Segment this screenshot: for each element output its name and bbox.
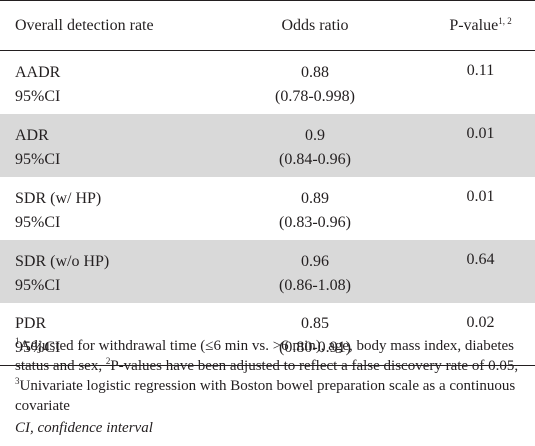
table-row-sdr-without-hp: SDR (w/o HP) 95%CI 0.96 (0.86-1.08) 0.64 [0, 240, 535, 303]
p-value-cell: 0.64 [416, 240, 535, 303]
footnote-marker-3: 3 [15, 376, 20, 386]
table-row-aadr: AADR 95%CI 0.88 (0.78-0.998) 0.11 [0, 51, 535, 114]
header-p-value-footnote-ref: 1, 2 [498, 15, 512, 26]
odds-ratio-value: 0.88 [301, 63, 329, 81]
p-value: 0.64 [466, 251, 495, 268]
row-label-cell: ADR 95%CI [0, 114, 214, 177]
row-ci-label: 95%CI [15, 276, 61, 294]
table-row-adr: ADR 95%CI 0.9 (0.84-0.96) 0.01 [0, 114, 535, 177]
confidence-interval: (0.86-1.08) [279, 276, 351, 294]
header-detection-rate: Overall detection rate [15, 16, 154, 34]
odds-ratio-cell: 0.85 (0.80-0.91) [214, 303, 416, 365]
odds-ratio-cell: 0.96 (0.86-1.08) [214, 240, 416, 303]
row-label-cell: SDR (w/o HP) 95%CI [0, 240, 214, 303]
table-header-row: Overall detection rate Odds ratio P-valu… [0, 0, 535, 51]
confidence-interval: (0.80-0.91) [279, 339, 351, 356]
row-label: PDR [15, 315, 47, 332]
confidence-interval: (0.78-0.998) [275, 87, 355, 105]
p-value: 0.11 [466, 62, 495, 79]
odds-ratio-value: 0.96 [301, 252, 329, 270]
row-label: AADR [15, 63, 61, 81]
odds-ratio-value: 0.9 [305, 126, 325, 144]
row-ci-label: 95%CI [15, 213, 61, 231]
row-label: ADR [15, 126, 49, 144]
row-label: SDR (w/ HP) [15, 189, 102, 207]
p-value-cell: 0.01 [416, 177, 535, 240]
results-table: Overall detection rate Odds ratio P-valu… [0, 0, 535, 366]
footnote-text-1: Adjusted for withdrawal time (≤6 min vs.… [15, 338, 515, 374]
odds-ratio-cell: 0.89 (0.83-0.96) [214, 177, 416, 240]
table-footnote: 1Adjusted for withdrawal time (≤6 min vs… [15, 336, 525, 416]
p-value: 0.02 [466, 314, 495, 331]
odds-ratio-value: 0.89 [301, 189, 329, 207]
abbreviation-note: CI, confidence interval [15, 420, 153, 436]
row-label-cell: PDR 95%CI [0, 303, 214, 365]
row-ci-label: 95%CI [15, 87, 61, 105]
odds-ratio-cell: 0.88 (0.78-0.998) [214, 51, 416, 114]
p-value: 0.01 [466, 188, 495, 205]
row-label-cell: AADR 95%CI [0, 51, 214, 114]
table-row-pdr: PDR 95%CI 0.85 (0.80-0.91) 0.02 [0, 303, 535, 366]
table-row-sdr-with-hp: SDR (w/ HP) 95%CI 0.89 (0.83-0.96) 0.01 [0, 177, 535, 240]
header-odds-ratio: Odds ratio [281, 16, 349, 34]
header-p-value: P-value1, 2 [449, 15, 512, 34]
p-value-cell: 0.01 [416, 114, 535, 177]
footnote-text-3: Univariate logistic regression with Bost… [15, 378, 516, 414]
row-label-cell: SDR (w/ HP) 95%CI [0, 177, 214, 240]
odds-ratio-value: 0.85 [301, 315, 329, 332]
p-value: 0.01 [466, 125, 495, 142]
row-ci-label: 95%CI [15, 150, 61, 168]
row-ci-label: 95%CI [15, 339, 61, 356]
confidence-interval: (0.83-0.96) [279, 213, 351, 231]
footnote-text-2: P-values have been adjusted to reflect a… [110, 358, 519, 374]
p-value-cell: 0.02 [416, 303, 535, 365]
footnote-marker-1: 1 [15, 336, 20, 346]
row-label: SDR (w/o HP) [15, 252, 110, 270]
odds-ratio-cell: 0.9 (0.84-0.96) [214, 114, 416, 177]
p-value-cell: 0.11 [416, 51, 535, 114]
footnote-marker-2: 2 [105, 356, 111, 366]
confidence-interval: (0.84-0.96) [279, 150, 351, 168]
